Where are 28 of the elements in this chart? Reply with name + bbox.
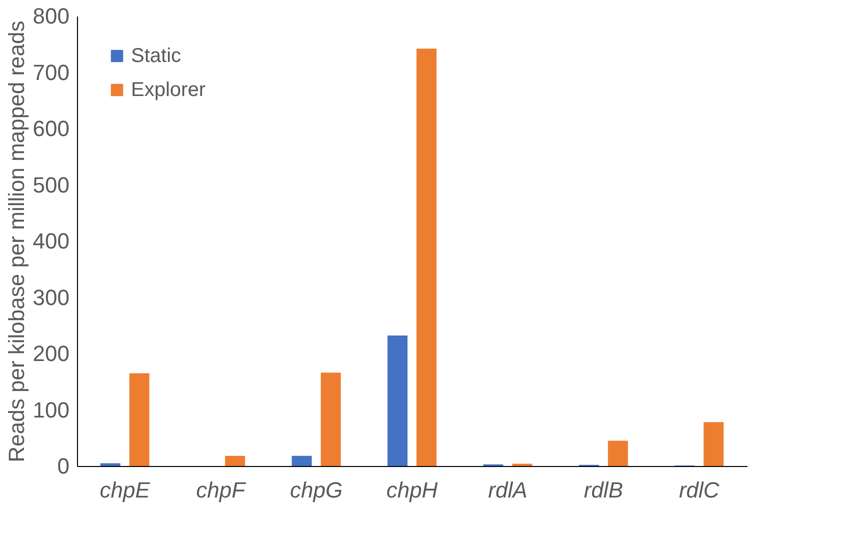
bar: [388, 336, 408, 466]
bar: [100, 463, 120, 466]
y-tick-label: 200: [32, 341, 70, 366]
y-tick-label: 500: [32, 172, 70, 198]
y-tick-label: 400: [32, 228, 70, 254]
y-tick-label: 300: [32, 284, 70, 310]
legend-label: Explorer: [131, 79, 206, 101]
y-tick-label: 0: [57, 454, 70, 478]
x-tick-label: rdlC: [678, 478, 720, 502]
x-tick-label: chpG: [290, 478, 343, 502]
bar: [129, 373, 150, 466]
x-tick-label: chpE: [100, 478, 150, 502]
y-tick-label: 100: [32, 397, 70, 422]
bar: [320, 372, 341, 466]
y-tick-label: 600: [32, 116, 70, 141]
x-tick-label: rdlB: [584, 478, 623, 502]
bar: [292, 456, 312, 466]
x-tick-label: chpF: [196, 478, 247, 502]
y-axis-title: Reads per kilobase per million mapped reads: [4, 20, 29, 462]
bar: [225, 456, 246, 466]
legend-label: Static: [131, 45, 182, 67]
y-tick-label: 800: [32, 4, 70, 28]
x-tick-label: chpH: [386, 478, 438, 502]
bar: [608, 440, 628, 466]
bar: [704, 422, 724, 466]
bar: [416, 48, 436, 466]
y-tick-label: 700: [32, 60, 70, 85]
x-tick-label: rdlA: [488, 478, 528, 502]
